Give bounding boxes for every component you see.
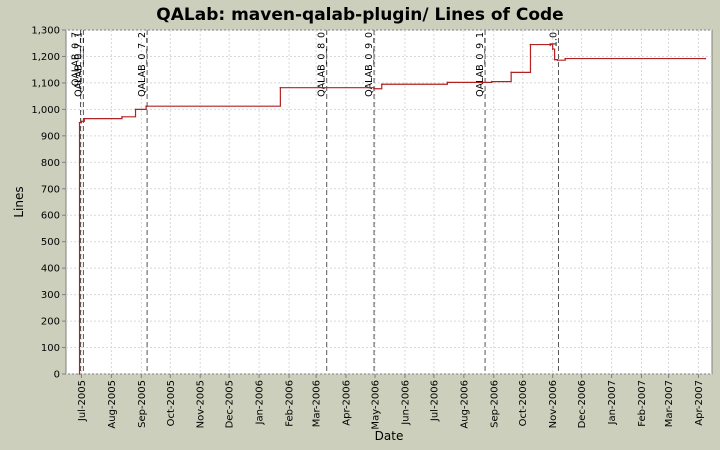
x-tick-label: Sep-2006 — [489, 380, 500, 428]
y-tick-label: 1,000 — [31, 105, 60, 116]
lines-of-code-data-point — [564, 57, 567, 60]
lines-of-code-data-point — [510, 71, 512, 74]
lines-of-code-data-point — [121, 115, 123, 118]
lines-of-code-data-point — [553, 58, 556, 61]
x-tick-label: Nov-2006 — [548, 380, 559, 428]
release-marker-label: QALAB_0_7 — [70, 32, 81, 86]
x-tick-label: Oct-2006 — [518, 380, 529, 426]
y-tick-label: 200 — [41, 317, 60, 328]
release-marker-label: 1.0 — [548, 32, 559, 47]
x-tick-label: Mar-2007 — [664, 380, 675, 427]
release-marker-label: QALAB_0_9_1 — [475, 32, 486, 97]
release-marker-label: QALAB_0_7_2 — [137, 32, 148, 97]
y-tick-label: 400 — [41, 264, 60, 275]
x-tick-label: Sep-2005 — [137, 380, 148, 428]
x-tick-label: Jan-2007 — [607, 380, 618, 425]
x-tick-label: Jan-2006 — [255, 380, 266, 425]
x-tick-label: Aug-2005 — [107, 380, 118, 429]
x-tick-label: Jul-2005 — [77, 380, 88, 422]
x-tick-label: Nov-2005 — [196, 380, 207, 428]
lines-of-code-data-point — [491, 80, 493, 83]
release-marker-label: QALAB_0_9_0 — [364, 32, 375, 97]
x-tick-label: Mar-2006 — [312, 380, 323, 427]
y-tick-label: 100 — [41, 343, 60, 354]
chart-title: QALab: maven-qalab-plugin/ Lines of Code — [156, 5, 563, 25]
y-tick-label: 1,200 — [31, 52, 60, 63]
release-marker-label: QALAB_0_8_0 — [317, 32, 328, 97]
lines-of-code-data-point — [556, 59, 559, 61]
y-tick-label: 500 — [41, 237, 60, 248]
y-tick-label: 900 — [41, 131, 60, 142]
y-tick-label: 600 — [41, 211, 60, 222]
plot-area — [65, 29, 713, 375]
y-axis: 0 100 200 300 400 500 600 700 800 900 1,000 1,100 1,… — [31, 26, 66, 381]
lines-of-code-data-point — [279, 86, 282, 89]
lines-of-code-data-point — [83, 117, 86, 120]
x-tick-label: May-2006 — [370, 380, 381, 430]
x-tick-label: Dec-2006 — [577, 380, 588, 428]
lines-of-code-data-point — [134, 108, 137, 111]
y-tick-label: 0 — [54, 370, 60, 381]
y-tick-label: 700 — [41, 184, 60, 195]
lines-of-code-data-point — [145, 105, 147, 108]
y-tick-label: 800 — [41, 158, 60, 169]
x-tick-label: Apr-2006 — [342, 380, 353, 426]
x-axis: Jul-2005 Aug-2005 Sep-2005 Oct-2005 Nov-2005… — [77, 374, 705, 430]
x-axis-label: Date — [375, 429, 404, 443]
x-tick-label: Dec-2005 — [225, 380, 236, 428]
lines-of-code-data-point — [529, 43, 532, 46]
lines-of-code-data-point — [704, 57, 707, 60]
lines-of-code-data-point — [551, 48, 554, 50]
series-group — [78, 43, 707, 375]
x-tick-label: Feb-2007 — [637, 380, 648, 427]
y-tick-label: 300 — [41, 290, 60, 301]
lines-of-code-data-point — [446, 81, 449, 84]
x-tick-label: Jul-2006 — [429, 380, 440, 422]
y-axis-label: Lines — [12, 186, 26, 217]
lines-of-code-data-point — [380, 83, 383, 86]
x-tick-label: Apr-2007 — [694, 380, 705, 426]
release-marker-label: QALAB_0_7_1 — [73, 32, 84, 97]
lines-of-code-data-point — [80, 120, 83, 123]
lines-of-code-data-point — [78, 373, 81, 375]
y-tick-label: 1,300 — [31, 26, 60, 37]
lines-of-code-data-point — [78, 121, 81, 124]
x-tick-label: Jun-2006 — [400, 380, 411, 426]
y-tick-label: 1,100 — [31, 78, 60, 89]
x-tick-label: Aug-2006 — [459, 380, 470, 429]
x-tick-label: Oct-2005 — [166, 380, 177, 426]
lines-of-code-data-point — [373, 87, 375, 90]
x-tick-label: Feb-2006 — [285, 380, 296, 427]
